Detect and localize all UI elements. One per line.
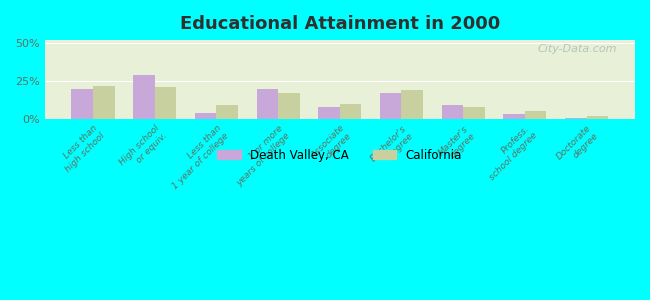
Bar — [503, 114, 525, 119]
Bar — [93, 85, 114, 119]
Bar — [402, 90, 423, 119]
Bar — [525, 111, 547, 119]
Bar — [72, 88, 93, 119]
Bar — [318, 107, 340, 119]
Bar — [257, 88, 278, 119]
Bar — [565, 118, 586, 119]
Bar — [278, 93, 300, 119]
Bar — [155, 87, 176, 119]
Bar — [340, 104, 361, 119]
Bar — [463, 107, 485, 119]
Title: Educational Attainment in 2000: Educational Attainment in 2000 — [179, 15, 500, 33]
Legend: Death Valley, CA, California: Death Valley, CA, California — [213, 144, 467, 167]
Bar — [133, 75, 155, 119]
Bar — [586, 116, 608, 119]
Bar — [441, 105, 463, 119]
Text: City-Data.com: City-Data.com — [538, 44, 618, 54]
Bar — [195, 113, 216, 119]
Bar — [380, 93, 402, 119]
Bar — [216, 105, 238, 119]
